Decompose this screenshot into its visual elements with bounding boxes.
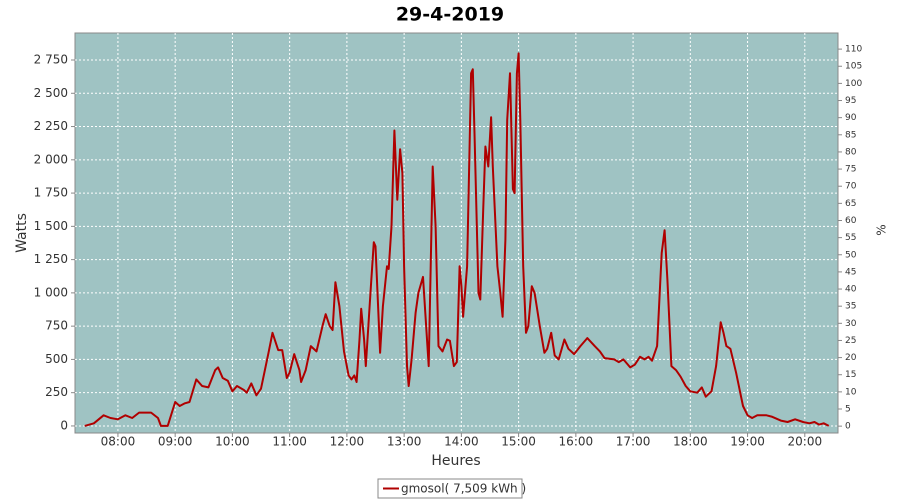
x-tick-label: 10:00 <box>215 435 250 449</box>
y2-tick-label: 90 <box>845 113 857 123</box>
y2-tick-label: 15 <box>845 370 856 380</box>
y2-tick-label: 50 <box>845 250 857 260</box>
y2-tick-label: 40 <box>845 285 857 295</box>
y2-tick-label: 0 <box>845 422 851 432</box>
y-tick-label: 2 750 <box>34 53 68 67</box>
y-tick-label: 1 000 <box>34 285 68 299</box>
y2-tick-label: 35 <box>845 302 856 312</box>
legend-label: gmosol( 7,509 kWh ) <box>401 482 526 496</box>
y2-tick-label: 85 <box>845 130 856 140</box>
y-tick-label: 2 250 <box>34 119 68 133</box>
y2-tick-label: 55 <box>845 233 856 243</box>
y2-tick-label: 80 <box>845 147 857 157</box>
y2-tick-label: 95 <box>845 96 856 106</box>
y2-tick-label: 110 <box>845 45 862 55</box>
y-tick-label: 2 000 <box>34 152 68 166</box>
x-tick-label: 19:00 <box>730 435 765 449</box>
x-tick-label: 08:00 <box>101 435 136 449</box>
y-tick-label: 0 <box>60 418 68 432</box>
x-tick-label: 20:00 <box>788 435 823 449</box>
y2-tick-label: 30 <box>845 319 857 329</box>
data-line <box>84 52 830 427</box>
y2-tick-label: 100 <box>845 79 862 89</box>
legend-box <box>377 478 523 499</box>
y-tick-label: 250 <box>45 385 68 399</box>
y2-tick-label: 60 <box>845 216 857 226</box>
x-tick-label: 14:00 <box>444 435 479 449</box>
plot-area <box>74 32 839 434</box>
y-tick-label: 1 500 <box>34 219 68 233</box>
y-tick-label: 1 750 <box>34 186 68 200</box>
y2-tick-label: 5 <box>845 405 851 415</box>
x-tick-label: 15:00 <box>501 435 536 449</box>
x-tick-label: 13:00 <box>387 435 422 449</box>
y2-tick-label: 10 <box>845 387 857 397</box>
y2-tick-label: 65 <box>845 199 856 209</box>
y-tick-label: 1 250 <box>34 252 68 266</box>
y2-axis-label: % <box>875 224 889 235</box>
y-axis-label: Watts <box>14 213 30 253</box>
y2-tick-label: 25 <box>845 336 856 346</box>
x-tick-label: 16:00 <box>559 435 594 449</box>
y2-tick-label: 45 <box>845 267 856 277</box>
x-tick-label: 18:00 <box>673 435 708 449</box>
y2-tick-label: 70 <box>845 182 857 192</box>
y-tick-label: 750 <box>45 319 68 333</box>
y-tick-label: 2 500 <box>34 86 68 100</box>
x-tick-label: 17:00 <box>616 435 651 449</box>
y-tick-label: 500 <box>45 352 68 366</box>
chart-title: 29-4-2019 <box>396 4 504 26</box>
x-tick-label: 09:00 <box>158 435 193 449</box>
x-axis-label: Heures <box>431 453 480 469</box>
x-tick-label: 11:00 <box>272 435 307 449</box>
x-tick-label: 12:00 <box>330 435 365 449</box>
y2-tick-label: 105 <box>845 62 862 72</box>
y2-tick-label: 75 <box>845 165 856 175</box>
y2-tick-label: 20 <box>845 353 857 363</box>
